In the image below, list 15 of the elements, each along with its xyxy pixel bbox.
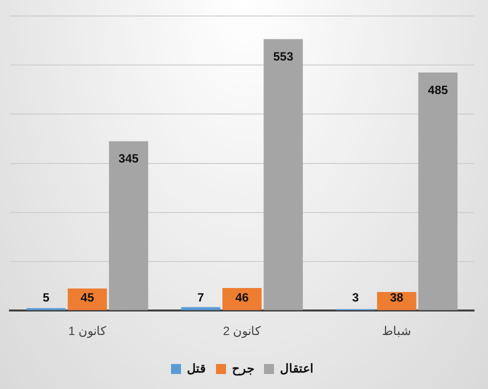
data-label: 3: [352, 290, 360, 304]
data-label: 5: [42, 290, 50, 304]
legend-label: قتل: [187, 361, 206, 376]
x-tick-label: كانون 1: [68, 324, 106, 338]
data-label: 553: [273, 49, 294, 64]
x-tick-label: شباط: [382, 324, 412, 338]
data-label: 7: [197, 290, 204, 304]
data-label: 345: [118, 152, 139, 166]
data-label: 38: [390, 290, 404, 304]
x-tick-label: كانون 2: [222, 324, 262, 338]
legend-label: جرح: [232, 361, 254, 376]
data-label: 45: [80, 290, 94, 304]
data-label: 46: [235, 290, 249, 304]
legend-label: اعتقال: [280, 361, 313, 376]
data-label: 485: [428, 82, 448, 97]
